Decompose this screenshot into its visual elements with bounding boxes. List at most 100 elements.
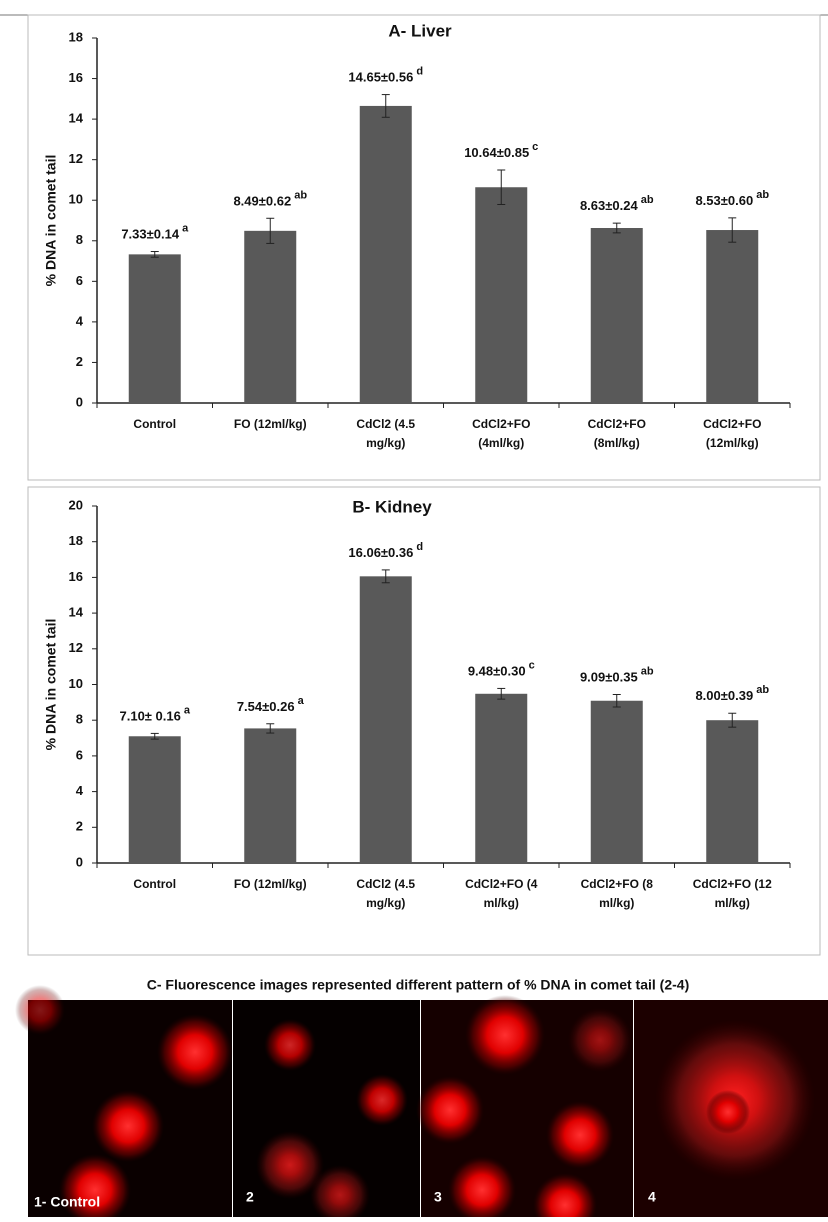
value-label-text: 7.54±0.26 xyxy=(237,699,295,714)
y-tick-label: 14 xyxy=(69,111,84,126)
x-tick-label: FO (12ml/kg) xyxy=(234,417,307,431)
y-tick-label: 8 xyxy=(76,232,83,247)
bar xyxy=(244,231,296,403)
bar xyxy=(706,720,758,863)
x-tick-label: CdCl2 (4.5 xyxy=(356,877,415,891)
image-label: 3 xyxy=(434,1189,442,1205)
chart-title: A- Liver xyxy=(388,21,452,40)
y-tick-label: 16 xyxy=(69,70,83,85)
bar xyxy=(591,701,643,863)
chart-title: B- Kidney xyxy=(352,497,432,516)
significance-letter: ab xyxy=(294,189,307,201)
bar xyxy=(360,106,412,403)
y-tick-label: 6 xyxy=(76,747,83,762)
x-tick-label: ml/kg) xyxy=(599,896,634,910)
nucleus xyxy=(157,1014,233,1090)
bar xyxy=(591,228,643,403)
image-label: 2 xyxy=(246,1189,254,1205)
value-label-text: 7.10± 0.16 xyxy=(120,709,181,724)
nucleus xyxy=(92,1090,164,1162)
y-tick-label: 18 xyxy=(69,533,83,548)
x-tick-label: CdCl2 (4.5 xyxy=(356,417,415,431)
nucleus xyxy=(15,985,65,1035)
x-tick-label: CdCl2+FO xyxy=(703,417,761,431)
x-tick-label: Control xyxy=(133,417,176,431)
significance-letter: c xyxy=(532,141,538,153)
y-axis-label: % DNA in comet tail xyxy=(43,155,59,287)
y-tick-label: 12 xyxy=(69,151,83,166)
y-tick-label: 4 xyxy=(76,313,84,328)
value-label-text: 10.64±0.85 xyxy=(464,145,529,160)
x-tick-label: (4ml/kg) xyxy=(478,436,524,450)
x-tick-label: (12ml/kg) xyxy=(706,436,759,450)
significance-letter: ab xyxy=(756,189,769,201)
fluorescence-images: 1- Control 2 3 4 xyxy=(15,985,828,1217)
bar xyxy=(360,576,412,863)
y-tick-label: 2 xyxy=(76,354,83,369)
value-label-text: 16.06±0.36 xyxy=(348,545,413,560)
bar xyxy=(129,254,181,403)
y-tick-label: 4 xyxy=(76,783,84,798)
value-label: 9.48±0.30c xyxy=(468,659,535,679)
y-tick-label: 0 xyxy=(76,394,83,409)
y-tick-label: 2 xyxy=(76,819,83,834)
y-tick-label: 10 xyxy=(69,676,83,691)
y-tick-label: 0 xyxy=(76,854,83,869)
panel-frame xyxy=(28,15,820,480)
value-label-text: 14.65±0.56 xyxy=(348,70,413,85)
y-tick-label: 18 xyxy=(69,29,83,44)
y-tick-label: 8 xyxy=(76,712,83,727)
y-tick-label: 12 xyxy=(69,640,83,655)
bar xyxy=(244,728,296,863)
nucleus xyxy=(264,1019,316,1071)
value-label-text: 7.33±0.14 xyxy=(121,227,180,242)
bar xyxy=(475,694,527,863)
value-label-text: 8.49±0.62 xyxy=(233,194,291,209)
figure: C- Fluorescence images represented diffe… xyxy=(0,0,828,1217)
x-tick-label: ml/kg) xyxy=(484,896,519,910)
x-tick-label: CdCl2+FO xyxy=(472,417,530,431)
value-label-text: 9.09±0.35 xyxy=(580,670,638,685)
nucleus xyxy=(465,995,545,1075)
y-tick-label: 10 xyxy=(69,192,83,207)
bar xyxy=(475,187,527,403)
significance-letter: d xyxy=(416,65,423,77)
significance-letter: a xyxy=(298,695,305,707)
nucleus xyxy=(416,1076,484,1144)
value-label-text: 8.63±0.24 xyxy=(580,199,639,214)
bar xyxy=(129,736,181,863)
x-tick-label: Control xyxy=(133,877,176,891)
nucleus xyxy=(706,1090,750,1134)
y-tick-label: 16 xyxy=(69,569,83,584)
value-label-text: 8.53±0.60 xyxy=(695,193,753,208)
image-label: 1- Control xyxy=(34,1194,100,1210)
significance-letter: a xyxy=(182,222,189,234)
panel-caption: C- Fluorescence images represented diffe… xyxy=(147,977,690,993)
x-tick-label: ml/kg) xyxy=(715,896,750,910)
significance-letter: d xyxy=(416,541,423,553)
image-label: 4 xyxy=(648,1189,656,1205)
y-tick-label: 14 xyxy=(69,605,84,620)
significance-letter: a xyxy=(184,704,191,716)
bar xyxy=(706,230,758,403)
y-tick-label: 6 xyxy=(76,273,83,288)
significance-letter: c xyxy=(529,659,535,671)
significance-letter: ab xyxy=(756,684,769,696)
significance-letter: ab xyxy=(641,194,654,206)
significance-letter: ab xyxy=(641,665,654,677)
value-label-text: 9.48±0.30 xyxy=(468,664,526,679)
x-tick-label: (8ml/kg) xyxy=(594,436,640,450)
x-tick-label: FO (12ml/kg) xyxy=(234,877,307,891)
y-axis-label: % DNA in comet tail xyxy=(43,619,59,751)
x-tick-label: CdCl2+FO (12 xyxy=(693,877,772,891)
x-tick-label: mg/kg) xyxy=(366,896,405,910)
